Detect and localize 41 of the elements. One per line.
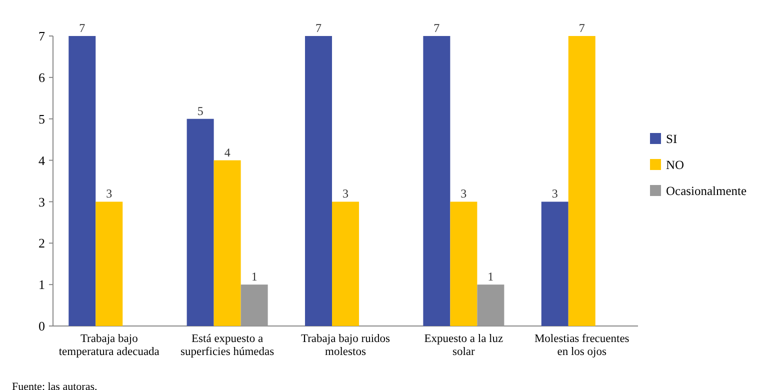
data-label: 3 [106,186,112,201]
bar [68,36,96,326]
bar [214,160,241,326]
data-label: 4 [224,145,230,160]
bar [96,202,123,326]
bar [423,36,450,326]
data-label: 5 [197,104,204,118]
y-tick-label: 6 [38,70,46,85]
legend-label: Ocasionalmente [666,184,747,198]
x-tick-label: Molestias frecuentes en los ojos [534,333,630,358]
data-label: 3 [552,186,558,201]
y-tick-label: 1 [38,277,45,292]
x-tick-label: Trabaja bajo temperatura adecuada [58,333,160,358]
y-tick-label: 2 [38,236,45,251]
y-tick-label: 4 [38,152,46,168]
data-label: 3 [342,186,348,201]
bar [450,202,478,326]
bar [186,118,214,326]
bar [332,202,359,326]
legend-label: SI [666,132,678,146]
data-label: 7 [79,21,86,35]
legend-label: NO [666,158,684,172]
bar [477,284,504,326]
bar [305,36,332,326]
y-tick-label: 3 [38,194,45,210]
data-label: 7 [316,21,322,35]
x-tick-label: Expuesto a la luz solar [424,333,504,358]
bar [568,36,596,326]
y-tick-label: 5 [38,111,45,126]
bar [240,284,268,326]
y-tick-label: 7 [38,28,46,44]
x-tick-label: Trabaja bajo ruidos molestos [300,333,391,358]
data-label: 1 [488,270,494,284]
bar [541,202,568,326]
source-note: Fuente: las autoras. [12,381,98,390]
data-label: 7 [434,21,440,35]
data-label: 1 [251,270,258,284]
x-tick-label: Está expuesto a superficies húmedas [180,333,275,358]
y-tick-label: 0 [38,318,45,334]
data-label: 7 [578,21,585,35]
data-label: 3 [460,186,467,201]
